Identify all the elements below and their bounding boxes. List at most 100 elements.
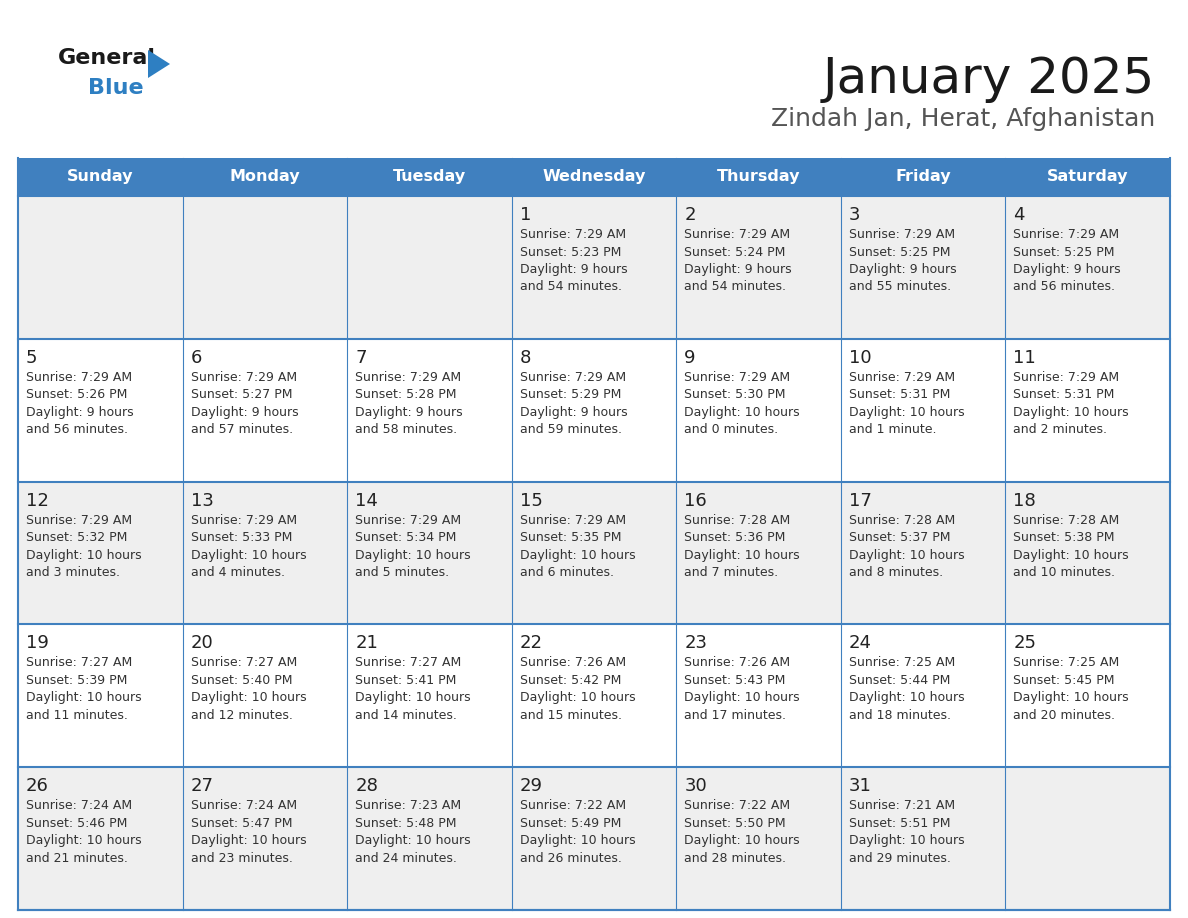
Text: January 2025: January 2025 (823, 55, 1155, 103)
Text: Sunrise: 7:29 AM: Sunrise: 7:29 AM (355, 513, 461, 527)
Text: Sunrise: 7:21 AM: Sunrise: 7:21 AM (849, 800, 955, 812)
Text: Daylight: 10 hours: Daylight: 10 hours (684, 406, 800, 419)
Text: Daylight: 10 hours: Daylight: 10 hours (1013, 549, 1129, 562)
Text: and 56 minutes.: and 56 minutes. (26, 423, 128, 436)
Text: Daylight: 10 hours: Daylight: 10 hours (26, 834, 141, 847)
Text: 24: 24 (849, 634, 872, 653)
Bar (18, 624, 1170, 767)
Text: Sunrise: 7:29 AM: Sunrise: 7:29 AM (1013, 228, 1119, 241)
Text: and 8 minutes.: and 8 minutes. (849, 566, 943, 579)
Text: Daylight: 10 hours: Daylight: 10 hours (684, 549, 800, 562)
Text: Thursday: Thursday (716, 170, 801, 185)
Text: 22: 22 (519, 634, 543, 653)
Text: Daylight: 10 hours: Daylight: 10 hours (26, 691, 141, 704)
Bar (18, 339, 1170, 482)
Text: Sunrise: 7:29 AM: Sunrise: 7:29 AM (355, 371, 461, 384)
Text: Monday: Monday (229, 170, 301, 185)
Text: Sunset: 5:48 PM: Sunset: 5:48 PM (355, 817, 456, 830)
Text: Sunset: 5:32 PM: Sunset: 5:32 PM (26, 532, 127, 544)
Text: and 18 minutes.: and 18 minutes. (849, 709, 950, 722)
Text: Sunrise: 7:27 AM: Sunrise: 7:27 AM (26, 656, 132, 669)
Text: 23: 23 (684, 634, 707, 653)
Text: 28: 28 (355, 778, 378, 795)
Text: Sunset: 5:35 PM: Sunset: 5:35 PM (519, 532, 621, 544)
Text: Sunrise: 7:26 AM: Sunrise: 7:26 AM (519, 656, 626, 669)
Text: 16: 16 (684, 492, 707, 509)
Bar (18, 767, 1170, 910)
Text: 2: 2 (684, 206, 696, 224)
Text: Sunrise: 7:29 AM: Sunrise: 7:29 AM (849, 228, 955, 241)
Text: 3: 3 (849, 206, 860, 224)
Text: 19: 19 (26, 634, 49, 653)
Text: Sunrise: 7:28 AM: Sunrise: 7:28 AM (684, 513, 790, 527)
Text: Daylight: 10 hours: Daylight: 10 hours (849, 834, 965, 847)
Text: Sunday: Sunday (67, 170, 133, 185)
Text: Daylight: 9 hours: Daylight: 9 hours (26, 406, 133, 419)
Text: Sunrise: 7:29 AM: Sunrise: 7:29 AM (849, 371, 955, 384)
Text: 21: 21 (355, 634, 378, 653)
Text: Sunset: 5:29 PM: Sunset: 5:29 PM (519, 388, 621, 401)
Text: Sunset: 5:31 PM: Sunset: 5:31 PM (849, 388, 950, 401)
Text: and 58 minutes.: and 58 minutes. (355, 423, 457, 436)
Text: and 4 minutes.: and 4 minutes. (190, 566, 285, 579)
Text: Sunset: 5:36 PM: Sunset: 5:36 PM (684, 532, 785, 544)
Text: Sunrise: 7:27 AM: Sunrise: 7:27 AM (190, 656, 297, 669)
Text: Daylight: 10 hours: Daylight: 10 hours (519, 834, 636, 847)
Text: Sunrise: 7:25 AM: Sunrise: 7:25 AM (1013, 656, 1119, 669)
Text: Sunset: 5:38 PM: Sunset: 5:38 PM (1013, 532, 1114, 544)
Text: and 28 minutes.: and 28 minutes. (684, 852, 786, 865)
Text: Daylight: 10 hours: Daylight: 10 hours (190, 691, 307, 704)
Text: Sunset: 5:39 PM: Sunset: 5:39 PM (26, 674, 127, 687)
Text: Daylight: 10 hours: Daylight: 10 hours (849, 691, 965, 704)
Text: Sunrise: 7:23 AM: Sunrise: 7:23 AM (355, 800, 461, 812)
Text: and 23 minutes.: and 23 minutes. (190, 852, 292, 865)
Text: Daylight: 9 hours: Daylight: 9 hours (1013, 263, 1121, 276)
Text: 7: 7 (355, 349, 367, 367)
Text: 13: 13 (190, 492, 214, 509)
Text: Daylight: 9 hours: Daylight: 9 hours (519, 263, 627, 276)
Text: and 12 minutes.: and 12 minutes. (190, 709, 292, 722)
Text: Daylight: 10 hours: Daylight: 10 hours (1013, 691, 1129, 704)
Text: Sunrise: 7:24 AM: Sunrise: 7:24 AM (26, 800, 132, 812)
Bar (1005, 158, 1170, 196)
Text: Saturday: Saturday (1047, 170, 1129, 185)
Text: and 1 minute.: and 1 minute. (849, 423, 936, 436)
Text: 6: 6 (190, 349, 202, 367)
Text: and 21 minutes.: and 21 minutes. (26, 852, 128, 865)
Text: Daylight: 10 hours: Daylight: 10 hours (849, 549, 965, 562)
Text: Sunrise: 7:28 AM: Sunrise: 7:28 AM (849, 513, 955, 527)
Text: Friday: Friday (896, 170, 950, 185)
Text: and 10 minutes.: and 10 minutes. (1013, 566, 1116, 579)
Text: 4: 4 (1013, 206, 1025, 224)
Text: and 55 minutes.: and 55 minutes. (849, 281, 950, 294)
Bar (347, 158, 512, 196)
Text: and 2 minutes.: and 2 minutes. (1013, 423, 1107, 436)
Text: and 3 minutes.: and 3 minutes. (26, 566, 120, 579)
Polygon shape (148, 50, 170, 78)
Text: and 0 minutes.: and 0 minutes. (684, 423, 778, 436)
Text: Sunrise: 7:24 AM: Sunrise: 7:24 AM (190, 800, 297, 812)
Text: Sunrise: 7:22 AM: Sunrise: 7:22 AM (519, 800, 626, 812)
Text: Sunrise: 7:29 AM: Sunrise: 7:29 AM (519, 513, 626, 527)
Text: and 14 minutes.: and 14 minutes. (355, 709, 457, 722)
Bar (841, 158, 1005, 196)
Text: 8: 8 (519, 349, 531, 367)
Text: Sunset: 5:25 PM: Sunset: 5:25 PM (1013, 245, 1114, 259)
Text: Daylight: 10 hours: Daylight: 10 hours (849, 406, 965, 419)
Text: Sunset: 5:42 PM: Sunset: 5:42 PM (519, 674, 621, 687)
Text: Sunset: 5:43 PM: Sunset: 5:43 PM (684, 674, 785, 687)
Text: and 5 minutes.: and 5 minutes. (355, 566, 449, 579)
Text: Daylight: 9 hours: Daylight: 9 hours (355, 406, 463, 419)
Text: 5: 5 (26, 349, 38, 367)
Text: and 7 minutes.: and 7 minutes. (684, 566, 778, 579)
Text: Sunset: 5:50 PM: Sunset: 5:50 PM (684, 817, 786, 830)
Text: 31: 31 (849, 778, 872, 795)
Text: Daylight: 10 hours: Daylight: 10 hours (684, 691, 800, 704)
Text: Sunset: 5:40 PM: Sunset: 5:40 PM (190, 674, 292, 687)
Text: and 26 minutes.: and 26 minutes. (519, 852, 621, 865)
Text: 11: 11 (1013, 349, 1036, 367)
Text: Sunset: 5:37 PM: Sunset: 5:37 PM (849, 532, 950, 544)
Text: 25: 25 (1013, 634, 1036, 653)
Text: Sunset: 5:49 PM: Sunset: 5:49 PM (519, 817, 621, 830)
Text: 14: 14 (355, 492, 378, 509)
